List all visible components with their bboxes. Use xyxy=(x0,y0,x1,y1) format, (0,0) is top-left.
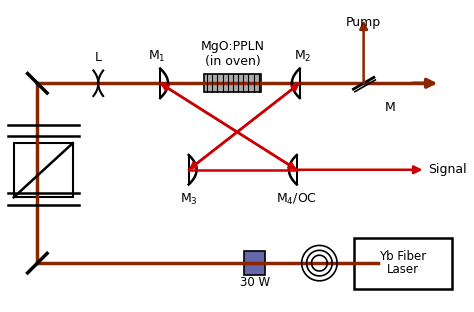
Text: M$_2$: M$_2$ xyxy=(294,49,311,64)
Text: M$_4$/OC: M$_4$/OC xyxy=(276,192,317,207)
Text: Pump: Pump xyxy=(346,16,381,29)
Bar xyxy=(14,143,73,197)
Text: MgO:PPLN: MgO:PPLN xyxy=(201,41,265,53)
Text: Yb Fiber: Yb Fiber xyxy=(379,250,427,263)
Text: 30 W: 30 W xyxy=(240,276,271,289)
Text: L: L xyxy=(95,51,102,64)
Text: Signal: Signal xyxy=(428,163,467,176)
Bar xyxy=(244,251,265,275)
Bar xyxy=(204,75,261,92)
Bar xyxy=(354,237,452,289)
Text: Laser: Laser xyxy=(387,264,419,276)
Text: (in oven): (in oven) xyxy=(205,55,261,68)
Text: M$_1$: M$_1$ xyxy=(148,49,166,64)
Text: M$_3$: M$_3$ xyxy=(180,192,198,207)
Text: M: M xyxy=(385,101,396,114)
